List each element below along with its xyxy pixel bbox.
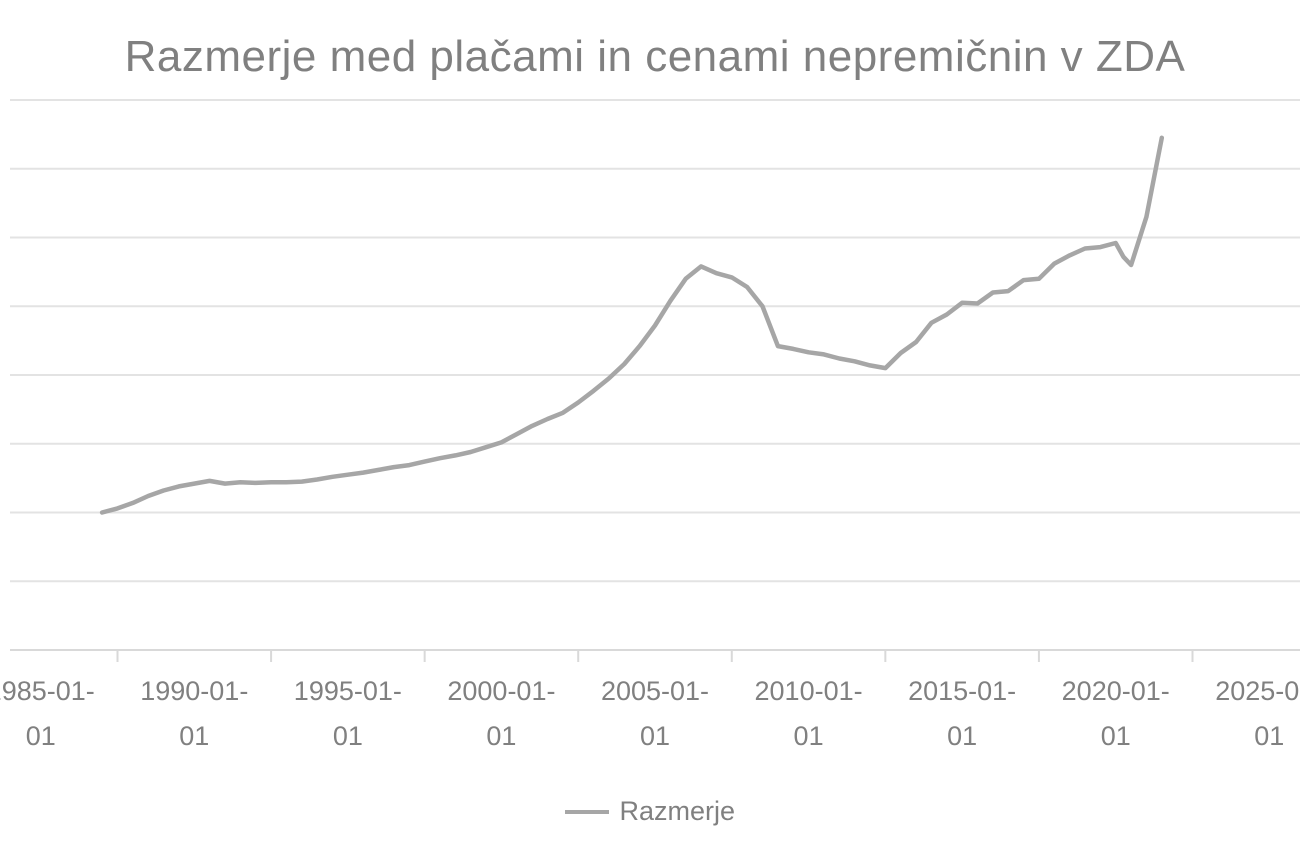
x-tick-label: 1995-01-01 [294,676,402,751]
x-tick-label: 1985-01-01 [0,676,95,751]
series-layer [99,135,1165,515]
series-line-razmerje [99,135,1165,515]
line-chart: 1985-01-01 1990-01-01 1995-01-01 2000-01-01… [0,99,1300,751]
x-tick-label: 2020-01-01 [1062,676,1170,751]
gridlines [10,99,1300,651]
x-tick-label: 2000-01-01 [447,676,555,751]
x-tick-labels: 1985-01-01 1990-01-01 1995-01-01 2000-01-01… [0,676,1300,751]
legend: Razmerje [0,796,1300,827]
legend-label-razmerje: Razmerje [619,796,735,826]
x-tick-label: 2005-01-01 [601,676,709,751]
x-tick-label: 1990-01-01 [140,676,248,751]
x-tick-label: 2025-01-01 [1215,676,1300,751]
chart-title: Razmerje med plačami in cenami nepremičn… [124,32,1186,81]
legend-swatch-razmerje [565,809,609,814]
x-tick-label: 2010-01-01 [755,676,863,751]
x-tick-label: 2015-01-01 [908,676,1016,751]
x-axis [10,649,1300,662]
